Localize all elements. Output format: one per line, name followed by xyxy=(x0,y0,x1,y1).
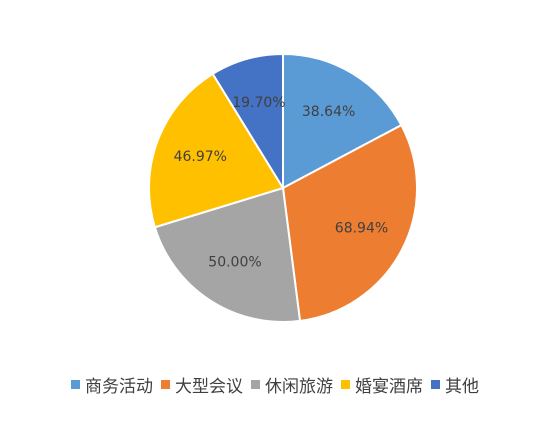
slice-data-label-2: 68.94% xyxy=(335,221,388,237)
slice-data-label-3: 50.00% xyxy=(208,254,261,270)
pie-slice-5 xyxy=(211,52,284,192)
legend-swatch-1 xyxy=(71,380,80,389)
slice-data-label-5: 19.70% xyxy=(232,95,285,111)
legend: 商务活动 大型会议 休闲旅游 婚宴酒席 其他 xyxy=(0,372,550,397)
legend-item-3: 休闲旅游 xyxy=(251,372,333,397)
legend-swatch-2 xyxy=(161,380,170,389)
legend-label-4: 婚宴酒席 xyxy=(355,377,423,397)
legend-label-5: 其他 xyxy=(445,377,479,397)
legend-item-5: 其他 xyxy=(431,372,479,397)
pie-slice-2 xyxy=(281,123,418,323)
slice-data-label-1: 38.64% xyxy=(302,104,355,120)
legend-item-2: 大型会议 xyxy=(161,372,243,397)
legend-swatch-5 xyxy=(431,380,440,389)
legend-label-3: 休闲旅游 xyxy=(265,377,333,397)
legend-label-2: 大型会议 xyxy=(175,377,243,397)
slice-data-label-4: 46.97% xyxy=(174,149,227,165)
pie-plot: 38.64% 68.94% 50.00% 46.97% 19.70% xyxy=(148,52,418,323)
legend-swatch-4 xyxy=(341,380,350,389)
legend-swatch-3 xyxy=(251,380,260,389)
pie-slice-3 xyxy=(153,186,302,323)
legend-item-4: 婚宴酒席 xyxy=(341,372,423,397)
legend-item-1: 商务活动 xyxy=(71,372,153,397)
pie-slice-1 xyxy=(282,52,403,190)
pie-slice-4 xyxy=(148,72,285,229)
legend-label-1: 商务活动 xyxy=(85,377,153,397)
